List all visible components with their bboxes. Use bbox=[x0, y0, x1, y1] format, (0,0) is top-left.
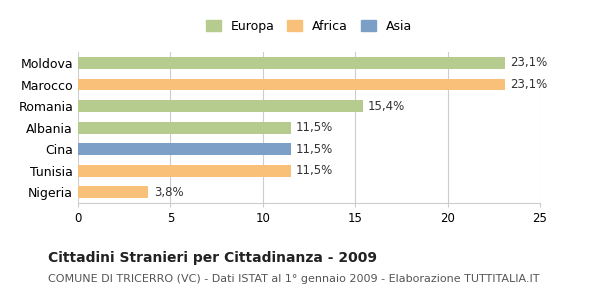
Bar bbox=[78, 57, 505, 69]
Text: 23,1%: 23,1% bbox=[511, 57, 548, 70]
Text: COMUNE DI TRICERRO (VC) - Dati ISTAT al 1° gennaio 2009 - Elaborazione TUTTITALI: COMUNE DI TRICERRO (VC) - Dati ISTAT al … bbox=[48, 274, 539, 284]
Text: 15,4%: 15,4% bbox=[368, 99, 406, 113]
Bar bbox=[78, 186, 148, 198]
Bar bbox=[78, 143, 290, 155]
Bar bbox=[78, 122, 290, 133]
Legend: Europa, Africa, Asia: Europa, Africa, Asia bbox=[202, 16, 416, 37]
Text: 11,5%: 11,5% bbox=[296, 143, 334, 156]
Text: 11,5%: 11,5% bbox=[296, 164, 334, 177]
Bar bbox=[78, 100, 362, 112]
Text: 3,8%: 3,8% bbox=[154, 186, 184, 199]
Text: Cittadini Stranieri per Cittadinanza - 2009: Cittadini Stranieri per Cittadinanza - 2… bbox=[48, 251, 377, 265]
Text: 11,5%: 11,5% bbox=[296, 121, 334, 134]
Text: 23,1%: 23,1% bbox=[511, 78, 548, 91]
Bar bbox=[78, 165, 290, 177]
Bar bbox=[78, 79, 505, 90]
